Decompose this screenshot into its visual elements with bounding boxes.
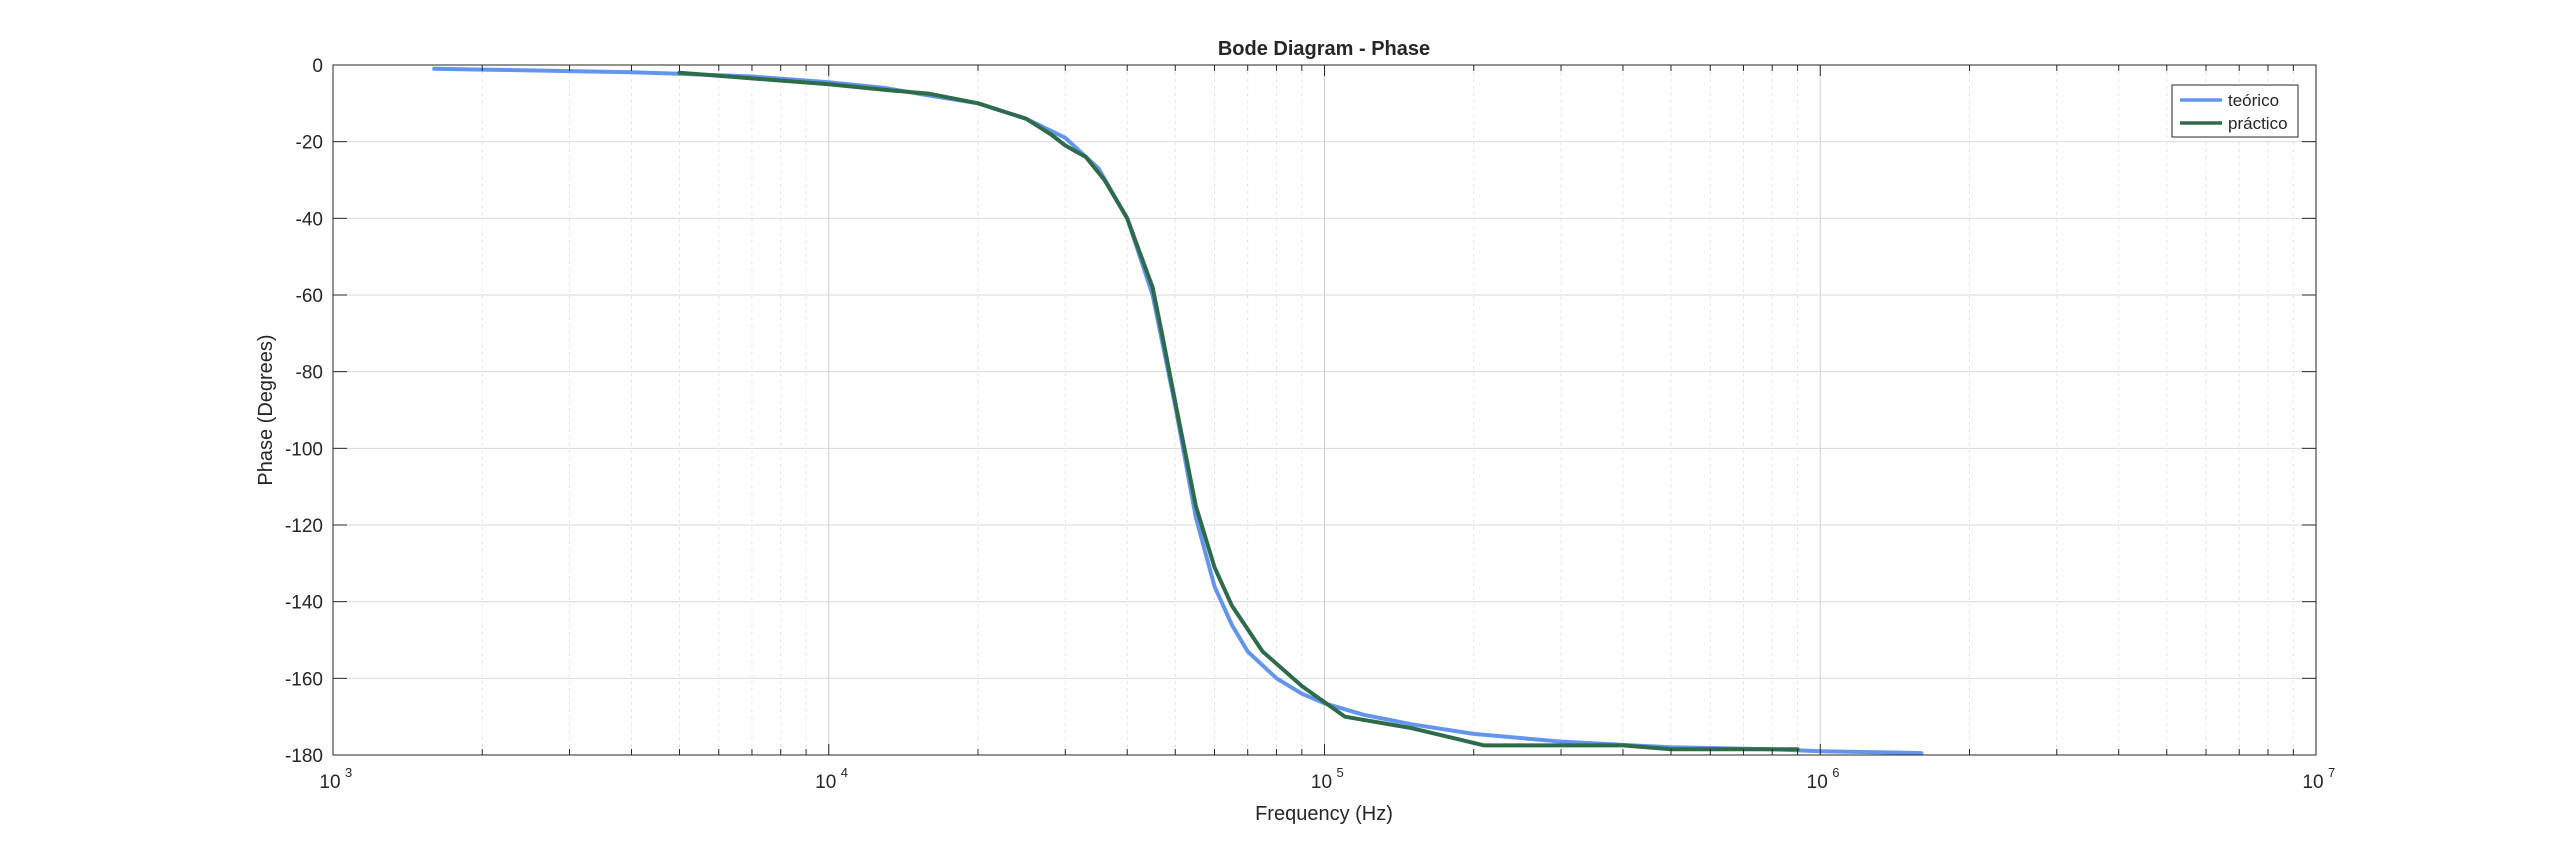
series-layer — [432, 66, 1924, 756]
legend-label-practico: práctico — [2228, 114, 2288, 133]
y-tick-label: -160 — [285, 669, 323, 690]
x-tick-exponent: 3 — [345, 765, 352, 780]
x-tick-exponent: 6 — [1832, 765, 1839, 780]
y-tick-label: -80 — [296, 363, 323, 384]
y-axis-label: Phase (Degrees) — [255, 334, 277, 485]
y-tick-label: 0 — [312, 56, 323, 77]
legend[interactable]: teórico práctico — [2171, 84, 2299, 138]
y-tick-label: -120 — [285, 516, 323, 537]
x-axis-label: Frequency (Hz) — [1255, 803, 1393, 825]
x-tick-label: 10 — [1311, 772, 1332, 793]
x-tick-label: 10 — [815, 772, 836, 793]
chart-title: Bode Diagram - Phase — [1218, 38, 1430, 60]
ticks: 10 3 10 4 10 5 10 6 10 7 0 -20 -40 -60 -80 -100 -120 -140… — [285, 56, 2335, 793]
x-tick-label: 10 — [2302, 772, 2323, 793]
x-tick-label: 10 — [319, 772, 340, 793]
y-tick-label: -180 — [285, 746, 323, 767]
y-tick-label: -20 — [296, 133, 323, 154]
legend-label-teorico: teórico — [2228, 91, 2279, 110]
y-tick-label: -60 — [296, 286, 323, 307]
x-tick-exponent: 4 — [841, 765, 848, 780]
x-tick-exponent: 7 — [2328, 765, 2335, 780]
x-tick-label: 10 — [1807, 772, 1828, 793]
x-tick-exponent: 5 — [1337, 765, 1344, 780]
series-line-1 — [677, 70, 1800, 752]
y-tick-label: -40 — [296, 209, 323, 230]
y-tick-label: -100 — [285, 439, 323, 460]
legend-box — [2171, 84, 2299, 138]
y-tick-label: -140 — [285, 593, 323, 614]
